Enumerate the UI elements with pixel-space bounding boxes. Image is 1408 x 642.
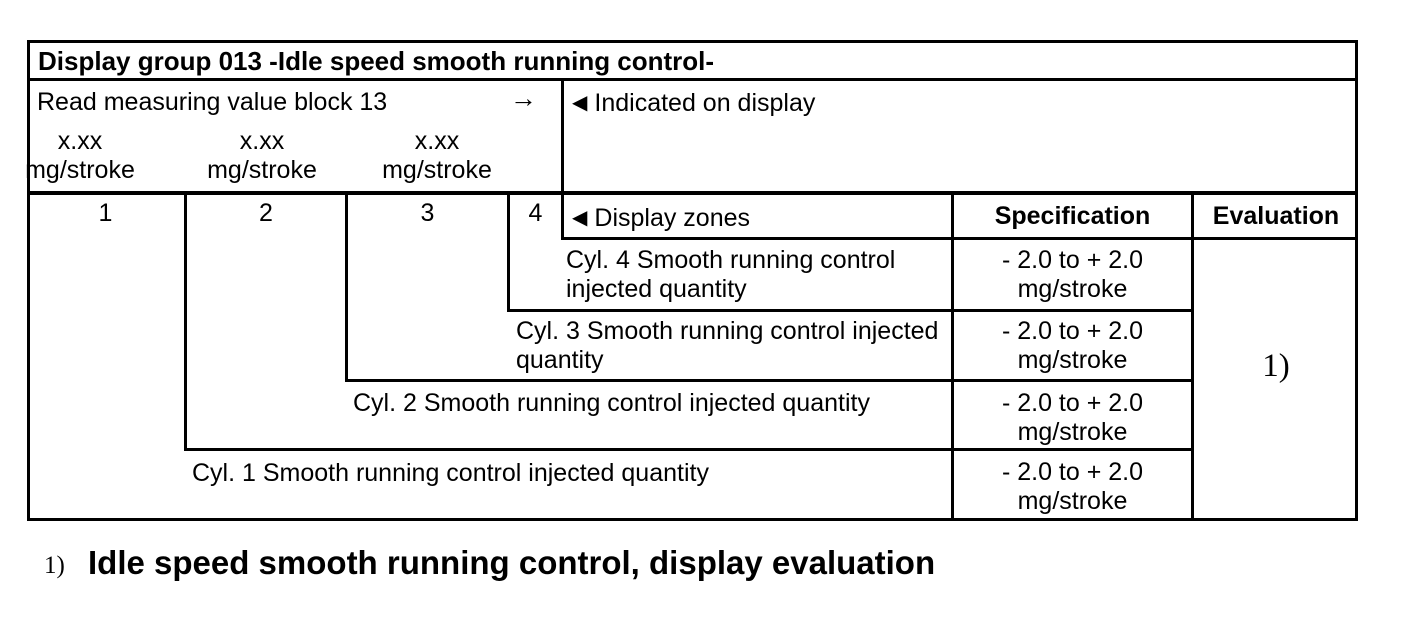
row-separator-cyl2	[184, 448, 1194, 451]
row-label-line: Cyl. 3 Smooth running control injected	[516, 317, 939, 345]
left-triangle-icon: ◀	[572, 92, 588, 114]
spec-unit: mg/stroke	[1017, 346, 1128, 374]
evaluation-header: Evaluation	[1212, 202, 1340, 230]
left-triangle-icon: ◀	[572, 207, 588, 229]
spec-unit: mg/stroke	[1017, 487, 1128, 515]
spec-cell-cyl2: - 2.0 to + 2.0 mg/stroke	[954, 389, 1191, 447]
footnote-reference: 1)	[44, 552, 65, 579]
unit-value: x.xx	[414, 127, 460, 155]
header-underline	[27, 191, 1358, 195]
evaluation-column-divider	[1191, 191, 1194, 518]
zone-number-3: 3	[420, 199, 435, 227]
zone1-2-divider	[184, 191, 187, 451]
display-group-title: Display group 013 -Idle speed smooth run…	[38, 46, 715, 76]
indicated-on-display: ◀ Indicated on display	[572, 89, 815, 118]
unit-column-1: x.xx mg/stroke	[0, 127, 165, 185]
spec-cell-cyl4: - 2.0 to + 2.0 mg/stroke	[954, 246, 1191, 304]
unit-column-2: x.xx mg/stroke	[177, 127, 347, 185]
row-label-cyl3: Cyl. 3 Smooth running control injected q…	[516, 317, 976, 375]
table-outer-border	[27, 40, 1358, 521]
unit-label: mg/stroke	[207, 156, 317, 184]
title-separator-line	[27, 78, 1358, 81]
spec-range: - 2.0 to + 2.0	[1001, 389, 1144, 417]
unit-label: mg/stroke	[25, 156, 135, 184]
row-label-line: Cyl. 4 Smooth running control	[566, 246, 896, 274]
row-separator-cyl3	[345, 379, 1194, 382]
spec-range: - 2.0 to + 2.0	[1001, 317, 1144, 345]
indicated-on-display-label: Indicated on display	[594, 89, 816, 117]
header-vertical-separator	[561, 78, 564, 240]
evaluation-reference: 1)	[1262, 348, 1290, 384]
row-label-line: Cyl. 2 Smooth running control injected q…	[353, 389, 870, 417]
display-zones-header: ◀ Display zones	[572, 204, 750, 233]
row-label-cyl2: Cyl. 2 Smooth running control injected q…	[353, 389, 870, 418]
specification-header: Specification	[994, 202, 1151, 230]
display-zones-label: Display zones	[594, 204, 751, 232]
spec-range: - 2.0 to + 2.0	[1001, 246, 1144, 274]
row-label-line: Cyl. 1 Smooth running control injected q…	[192, 459, 709, 487]
unit-value: x.xx	[239, 127, 285, 155]
zone-number-1: 1	[98, 199, 113, 227]
unit-column-3: x.xx mg/stroke	[352, 127, 522, 185]
spec-unit: mg/stroke	[1017, 275, 1128, 303]
footnote-text: Idle speed smooth running control, displ…	[88, 544, 936, 581]
row-label-line: injected quantity	[566, 275, 747, 303]
right-arrow-icon: →	[510, 83, 537, 113]
row-label-cyl1: Cyl. 1 Smooth running control injected q…	[192, 459, 709, 488]
unit-label: mg/stroke	[382, 156, 492, 184]
row-label-line: quantity	[516, 346, 604, 374]
spec-cell-cyl1: - 2.0 to + 2.0 mg/stroke	[954, 458, 1191, 516]
spec-range: - 2.0 to + 2.0	[1001, 458, 1144, 486]
zone3-4-divider	[507, 191, 510, 312]
specification-column-divider	[951, 191, 954, 518]
zone-number-2: 2	[259, 199, 273, 227]
spec-unit: mg/stroke	[1017, 418, 1128, 446]
spec-cell-cyl3: - 2.0 to + 2.0 mg/stroke	[954, 317, 1191, 375]
row-separator-cyl4	[507, 309, 1194, 312]
zone-number-4: 4	[528, 199, 543, 227]
display-zones-header-underline	[561, 237, 1358, 240]
row-label-cyl4: Cyl. 4 Smooth running control injected q…	[566, 246, 966, 304]
read-block-label: Read measuring value block 13	[37, 88, 388, 116]
zone2-3-divider	[345, 191, 348, 382]
unit-value: x.xx	[57, 127, 103, 155]
